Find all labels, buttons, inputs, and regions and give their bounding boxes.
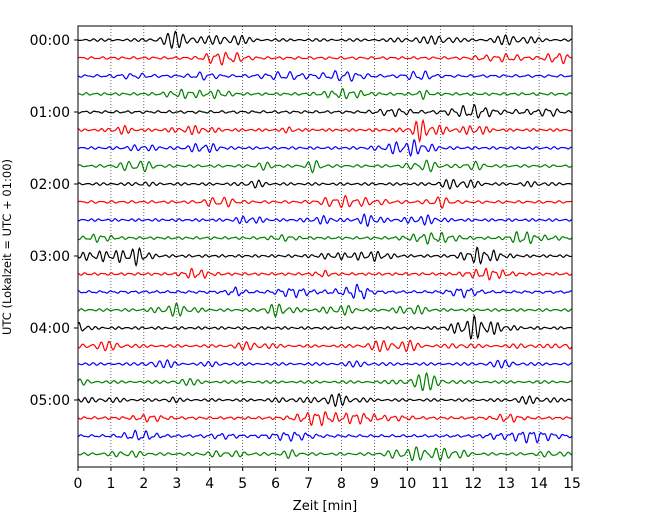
x-tick-label: 14 xyxy=(530,476,548,492)
x-tick-label: 6 xyxy=(271,476,280,492)
seismogram-trace xyxy=(77,314,572,340)
seismogram-trace xyxy=(77,70,572,82)
seismogram-trace xyxy=(77,30,572,50)
x-tick-label: 12 xyxy=(464,476,482,492)
seismogram-trace xyxy=(77,159,572,174)
seismogram-trace xyxy=(77,138,572,157)
y-tick-label: 03:00 xyxy=(30,249,70,265)
seismogram-trace xyxy=(77,231,572,245)
seismogram-trace xyxy=(77,178,572,190)
x-tick-label: 0 xyxy=(74,476,83,492)
x-tick-label: 9 xyxy=(370,476,379,492)
seismogram-trace xyxy=(77,359,572,369)
seismogram-trace xyxy=(77,194,572,210)
x-axis-label: Zeit [min] xyxy=(293,499,357,514)
seismogram-trace xyxy=(77,302,572,318)
y-axis-ticks: 00:00 01:00 02:00 03:00 04:00 05:00 xyxy=(30,33,78,409)
seismogram-trace xyxy=(77,87,572,101)
seismogram-trace xyxy=(77,246,572,268)
y-tick-label: 01:00 xyxy=(30,105,70,121)
plot-frame xyxy=(77,25,573,468)
x-tick-label: 3 xyxy=(172,476,181,492)
seismogram-trace xyxy=(77,339,573,353)
seismogram-trace xyxy=(77,371,572,392)
x-tick-label: 15 xyxy=(563,476,581,492)
seismogram-trace xyxy=(77,213,572,228)
seismogram-trace xyxy=(77,103,572,119)
x-tick-label: 10 xyxy=(398,476,416,492)
seismogram-trace xyxy=(77,267,572,281)
y-tick-label: 02:00 xyxy=(30,177,70,193)
x-axis-ticks: 0 1 2 3 4 5 6 7 8 9 10 11 12 13 14 15 xyxy=(74,467,581,492)
x-tick-label: 5 xyxy=(238,476,247,492)
y-tick-label: 05:00 xyxy=(30,393,70,409)
y-tick-label: 00:00 xyxy=(30,33,70,49)
x-tick-label: 1 xyxy=(106,476,115,492)
seismogram-trace xyxy=(77,283,572,300)
x-tick-label: 7 xyxy=(304,476,313,492)
x-tick-label: 4 xyxy=(205,476,214,492)
x-tick-label: 8 xyxy=(337,476,346,492)
y-tick-label: 04:00 xyxy=(30,321,70,337)
seismogram-trace xyxy=(77,429,572,444)
x-tick-label: 13 xyxy=(497,476,515,492)
seismogram-trace xyxy=(77,118,572,144)
x-tick-label: 2 xyxy=(139,476,148,492)
seismogram-trace xyxy=(77,446,572,462)
y-axis-label: UTC (Lokalzeit = UTC + 01:00) xyxy=(0,159,14,335)
x-tick-label: 11 xyxy=(431,476,449,492)
seismogram-trace xyxy=(77,410,572,427)
seismogram-trace xyxy=(77,51,572,66)
seismogram-trace xyxy=(77,392,572,408)
traces xyxy=(77,30,573,462)
